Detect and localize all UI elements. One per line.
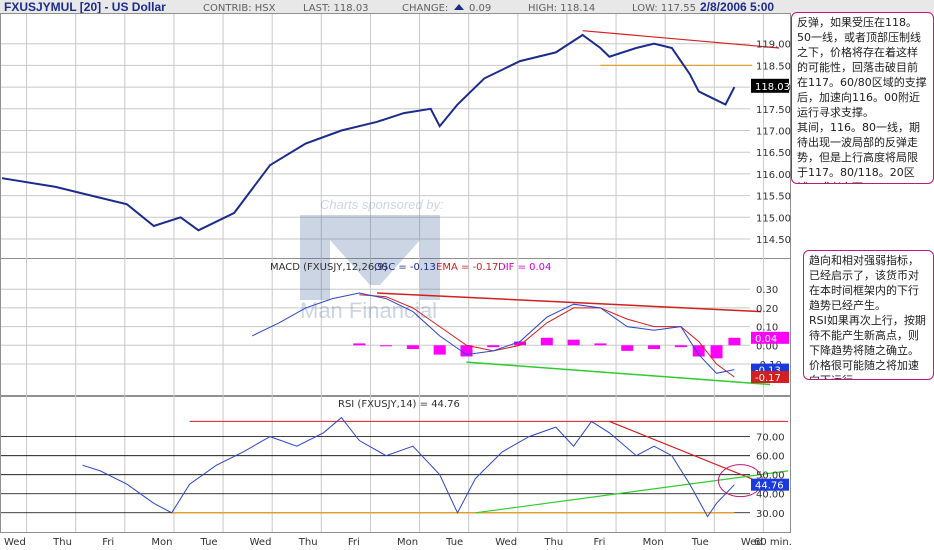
- macd-histogram-bar: [567, 339, 580, 346]
- macd-histogram-bar: [540, 337, 553, 346]
- macd-histogram-bar: [692, 345, 705, 357]
- y-tick-label: 118.50: [756, 61, 791, 72]
- macd-ema-line: [359, 294, 735, 378]
- y-tick-label: 0.30: [756, 285, 778, 296]
- x-tick-label: Thu: [298, 537, 318, 548]
- x-tick-label: Wed: [4, 537, 26, 548]
- man-logo-icon: [300, 215, 440, 300]
- macd-histogram-bar: [406, 345, 419, 350]
- datetime-label: 2/8/2006 5:00: [700, 0, 774, 14]
- change-value: 0.09: [469, 3, 491, 14]
- axis-layer: Wed Thu Fri Mon Tue Wed Thu Fri Mon Tue Wed Thu Fri M…: [4, 40, 792, 548]
- macd-osc-label: OSC = -0.13: [374, 262, 436, 273]
- y-tick-label: 116.00: [756, 170, 791, 181]
- rsi-value-label: 44.76: [755, 481, 784, 492]
- macd-histogram-bar: [380, 345, 393, 347]
- x-tick-label: Wed: [250, 537, 272, 548]
- x-tick-label: Fri: [102, 537, 114, 548]
- macd-resistance-line: [377, 292, 762, 313]
- rsi-panel: [0, 396, 791, 533]
- y-tick-label: 119.00: [756, 40, 791, 51]
- x-tick-label: Fri: [348, 537, 360, 548]
- macd-histogram-bar: [710, 345, 723, 359]
- x-tick-label: Mon: [397, 537, 418, 548]
- indicator-analysis-note: 趋向和相对强弱指标，已经启示了，该货币对在本时间框架内的下行趋势已经产生。 RS…: [803, 250, 934, 380]
- last-label: LAST: 118.03: [303, 3, 369, 14]
- y-tick-label: 115.50: [756, 192, 791, 203]
- macd-histogram-bar: [674, 345, 687, 348]
- contrib-label: CONTRIB: HSX: [203, 3, 276, 14]
- macd-osc-line: [251, 292, 735, 374]
- y-tick-label: 60.00: [756, 452, 785, 463]
- macd-histogram-bar: [728, 337, 741, 346]
- rsi-value-box: [751, 478, 789, 491]
- header-bar: [0, 0, 934, 13]
- up-arrow-icon: [454, 4, 464, 10]
- grid-lines: [1, 14, 764, 532]
- rsi-title: RSI (FXUSJY,14) = 44.76: [338, 399, 460, 410]
- price-analysis-note: 反弹，如果受压在118。50一线，或者顶部压制线之下，价格将存在着这样的可能性，…: [791, 12, 934, 184]
- macd-histogram-bar: [353, 343, 366, 346]
- series-layer: [1, 30, 789, 518]
- macd-histogram-bar: [433, 345, 446, 355]
- y-tick-label: 70.00: [756, 433, 785, 444]
- macd-panel: [0, 258, 791, 396]
- macd-histogram-bar: [621, 345, 634, 351]
- y-tick-label: 115.00: [756, 213, 791, 224]
- x-tick-label: Thu: [52, 537, 72, 548]
- macd-dif-label: DIF = 0.04: [498, 262, 551, 273]
- y-tick-label: 117.00: [756, 126, 791, 137]
- y-tick-label: 40.00: [756, 490, 785, 501]
- low-label: LOW: 117.55: [632, 3, 696, 14]
- rsi-support-line: [475, 470, 789, 514]
- macd-ema-label: EMA = -0.17: [436, 262, 498, 273]
- sponsor-text: Charts sponsored by:: [320, 197, 444, 212]
- macd-histogram-bar: [648, 345, 661, 350]
- last-price-label: 118.03: [755, 82, 790, 93]
- macd-value-box: [751, 371, 789, 384]
- y-tick-label: 50.00: [756, 471, 785, 482]
- macd-support-line: [466, 361, 771, 386]
- y-tick-label: 114.50: [756, 235, 791, 246]
- x-tick-label: Wed: [495, 537, 517, 548]
- y-tick-label: 117.50: [756, 105, 791, 116]
- price-resistance-line: [582, 30, 780, 49]
- macd-histogram-bar: [460, 345, 473, 357]
- high-label: HIGH: 118.14: [528, 3, 595, 14]
- y-tick-label: 30.00: [756, 509, 785, 520]
- last-price-box: [751, 78, 789, 93]
- macd-histogram-bar: [514, 341, 527, 346]
- x-tick-label: Tue: [445, 537, 463, 548]
- price-line: [1, 33, 736, 232]
- x-tick-label: Wed: [741, 537, 763, 548]
- symbol-title: FXUSJYMUL [20] - US Dollar: [4, 0, 166, 14]
- x-tick-label: Mon: [151, 537, 172, 548]
- macd-histogram-bar: [594, 343, 607, 346]
- y-tick-label: 0.10: [756, 323, 778, 334]
- change-label: CHANGE:: [402, 3, 448, 14]
- sponsor-watermark: Charts sponsored by: Man Financial: [300, 197, 444, 323]
- macd-histogram-bar: [487, 345, 500, 348]
- macd-value-label: 0.04: [755, 334, 777, 345]
- y-tick-label: 116.50: [756, 148, 791, 159]
- x-axis-suffix: 60 min.: [754, 537, 792, 548]
- x-tick-label: Tue: [691, 537, 709, 548]
- x-tick-label: Fri: [594, 537, 606, 548]
- rsi-line: [82, 416, 735, 518]
- y-tick-label: 0.00: [756, 341, 778, 352]
- macd-value-label: -0.17: [755, 373, 781, 384]
- x-tick-label: Thu: [543, 537, 563, 548]
- macd-value-box: [751, 331, 789, 344]
- macd-title: MACD (FXUSJY,12,26,9): [270, 262, 388, 273]
- x-tick-label: Mon: [643, 537, 664, 548]
- x-tick-label: Tue: [200, 537, 218, 548]
- y-tick-label: 0.20: [756, 304, 778, 315]
- rsi-resistance-line: [609, 420, 780, 491]
